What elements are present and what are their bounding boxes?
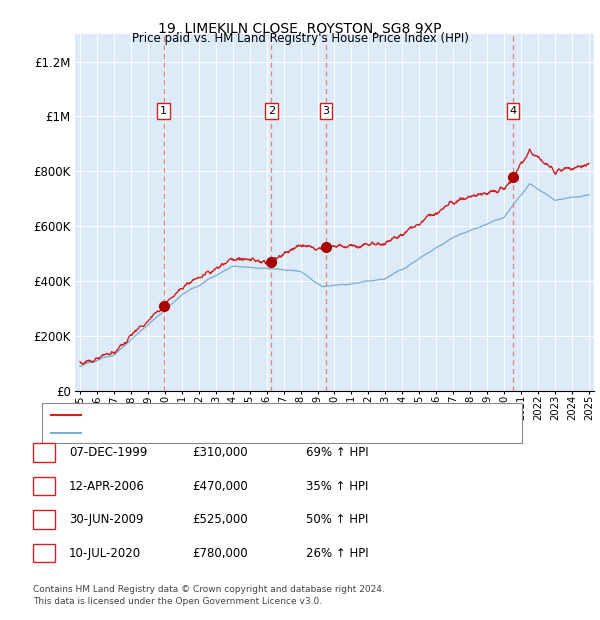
Text: 1: 1 [160,106,167,116]
Text: 35% ↑ HPI: 35% ↑ HPI [306,480,368,492]
Text: £470,000: £470,000 [192,480,248,492]
Text: 2: 2 [40,481,47,491]
Text: 4: 4 [40,548,47,558]
Text: 2: 2 [268,106,275,116]
Text: £780,000: £780,000 [192,547,248,559]
Text: 3: 3 [40,515,47,525]
Text: 12-APR-2006: 12-APR-2006 [69,480,145,492]
Text: HPI: Average price, detached house, North Hertfordshire: HPI: Average price, detached house, Nort… [88,428,397,438]
Text: 26% ↑ HPI: 26% ↑ HPI [306,547,368,559]
Text: £310,000: £310,000 [192,446,248,459]
Text: This data is licensed under the Open Government Licence v3.0.: This data is licensed under the Open Gov… [33,597,322,606]
Text: 50% ↑ HPI: 50% ↑ HPI [306,513,368,526]
Text: 4: 4 [509,106,517,116]
Text: 07-DEC-1999: 07-DEC-1999 [69,446,148,459]
Text: 19, LIMEKILN CLOSE, ROYSTON, SG8 9XP: 19, LIMEKILN CLOSE, ROYSTON, SG8 9XP [158,22,442,36]
Text: 10-JUL-2020: 10-JUL-2020 [69,547,141,559]
Text: 69% ↑ HPI: 69% ↑ HPI [306,446,368,459]
Text: Contains HM Land Registry data © Crown copyright and database right 2024.: Contains HM Land Registry data © Crown c… [33,585,385,594]
Text: £525,000: £525,000 [192,513,248,526]
Text: 19, LIMEKILN CLOSE, ROYSTON, SG8 9XP (detached house): 19, LIMEKILN CLOSE, ROYSTON, SG8 9XP (de… [88,410,412,420]
Text: Price paid vs. HM Land Registry's House Price Index (HPI): Price paid vs. HM Land Registry's House … [131,32,469,45]
Text: 1: 1 [40,448,47,458]
Text: 3: 3 [323,106,329,116]
Text: 30-JUN-2009: 30-JUN-2009 [69,513,143,526]
